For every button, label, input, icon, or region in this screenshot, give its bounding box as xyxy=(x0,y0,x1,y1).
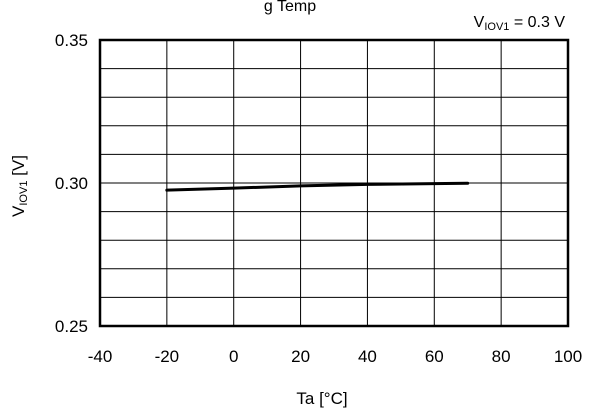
annotation: VIOV1 = 0.3 V xyxy=(474,14,566,33)
y-tick-labels: 0.35 0.30 0.25 xyxy=(55,31,88,336)
x-tick-labels: -40 -20 0 20 40 60 80 100 xyxy=(88,347,582,366)
y-tick-label: 0.30 xyxy=(55,174,88,193)
x-tick-label: 60 xyxy=(425,347,444,366)
series-layer xyxy=(165,181,470,192)
grid xyxy=(100,40,568,326)
plot-frame xyxy=(98,38,570,328)
x-tick-label: 80 xyxy=(492,347,511,366)
y-tick-label: 0.35 xyxy=(55,31,88,50)
x-axis-title: Ta [°C] xyxy=(296,389,347,408)
x-tick-label: -20 xyxy=(155,347,180,366)
chart-title: g Temp xyxy=(264,0,316,15)
x-tick-label: 0 xyxy=(229,347,238,366)
x-tick-label: -40 xyxy=(88,347,113,366)
y-axis-title: VIOV1 [V] xyxy=(9,155,30,217)
y-tick-label: 0.25 xyxy=(55,317,88,336)
x-tick-label: 20 xyxy=(291,347,310,366)
x-tick-label: 40 xyxy=(358,347,377,366)
x-tick-label: 100 xyxy=(554,347,582,366)
series-line xyxy=(165,181,470,192)
